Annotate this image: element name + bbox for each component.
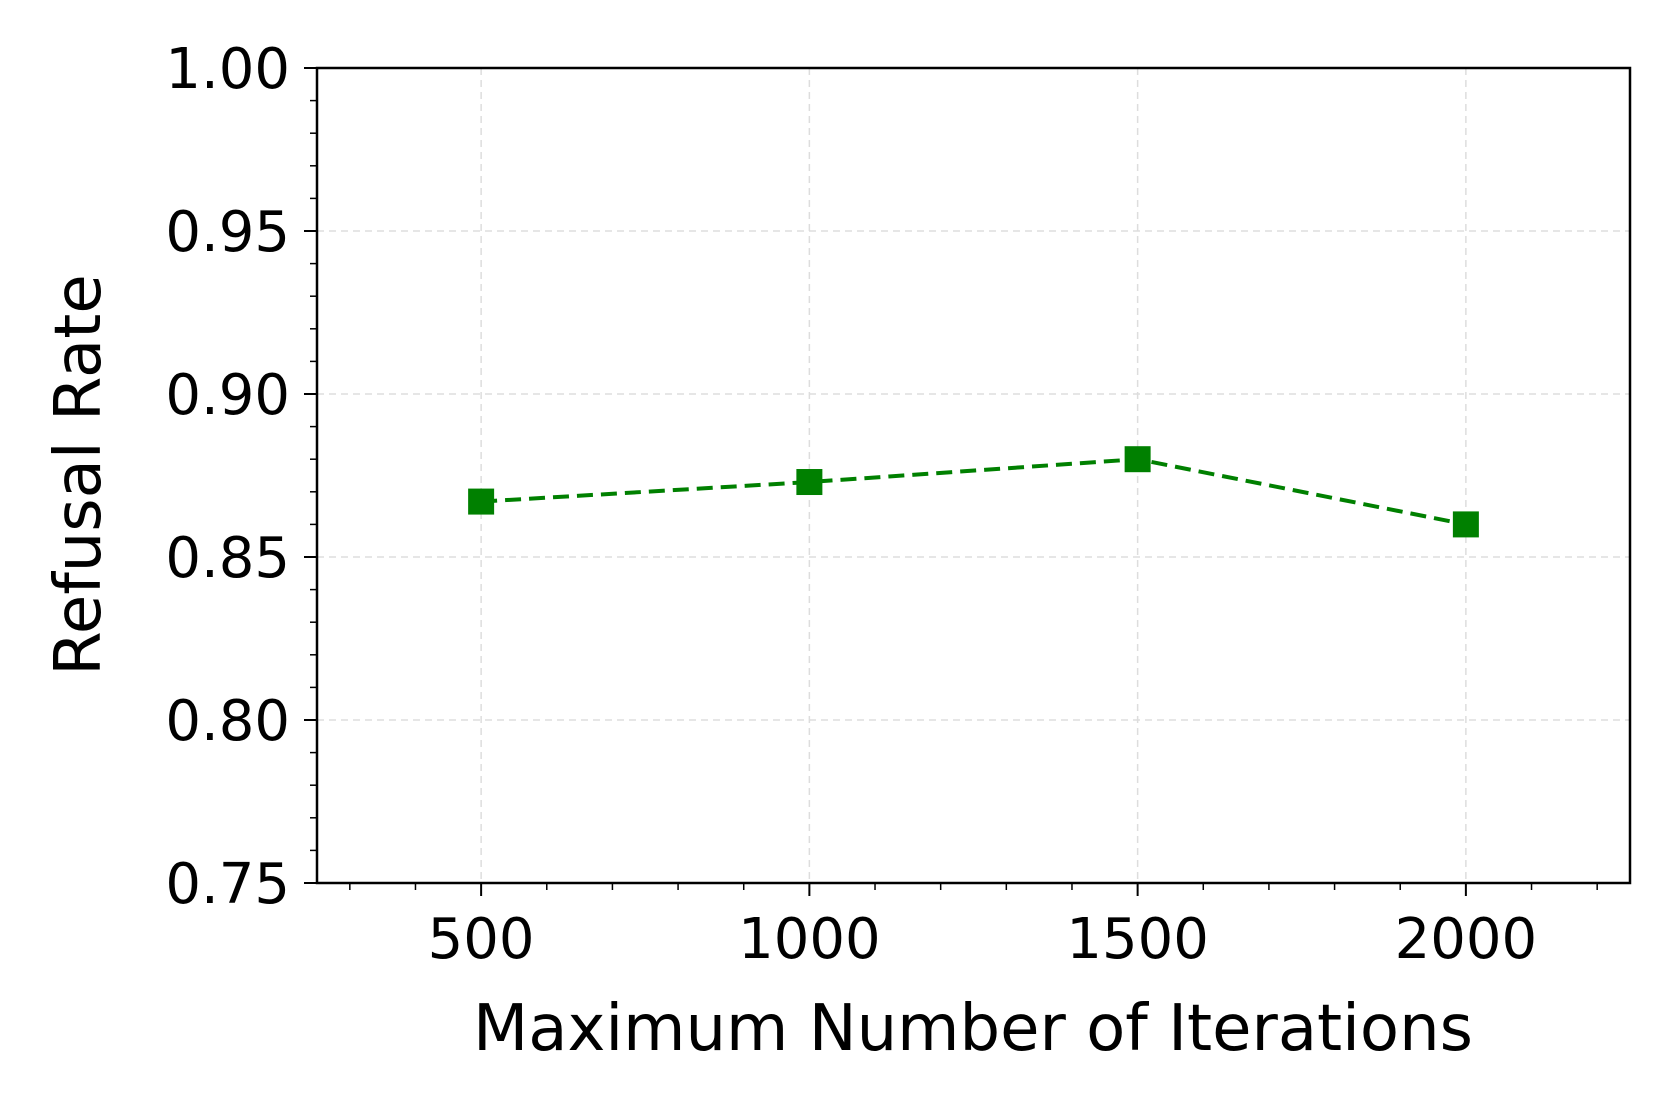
data-point-marker — [468, 488, 495, 515]
x-tick-label: 1500 — [1066, 907, 1209, 972]
series-layer — [468, 446, 1479, 538]
data-point-marker — [1124, 446, 1151, 473]
y-tick-label: 0.90 — [165, 363, 290, 428]
y-tick-label: 0.85 — [165, 526, 290, 591]
y-tick-label: 0.95 — [165, 200, 290, 265]
axis-ticks — [304, 67, 1598, 896]
x-tick-label: 1000 — [738, 907, 881, 972]
x-tick-labels: 500 1000 1500 2000 — [428, 907, 1537, 972]
x-tick-label: 2000 — [1395, 907, 1538, 972]
x-axis-label: Maximum Number of Iterations — [473, 992, 1473, 1066]
y-tick-labels: 0.75 0.80 0.85 0.90 0.95 1.00 — [165, 37, 290, 917]
data-point-marker — [1452, 511, 1479, 538]
grid — [317, 67, 1630, 884]
y-tick-label: 1.00 — [165, 37, 290, 102]
x-tick-label: 500 — [428, 907, 535, 972]
y-axis-label: Refusal Rate — [42, 274, 116, 676]
data-point-marker — [796, 469, 823, 496]
series-line — [481, 457, 1467, 527]
y-tick-label: 0.75 — [165, 852, 290, 917]
y-tick-label: 0.80 — [165, 689, 290, 754]
plot-frame — [315, 66, 1632, 885]
